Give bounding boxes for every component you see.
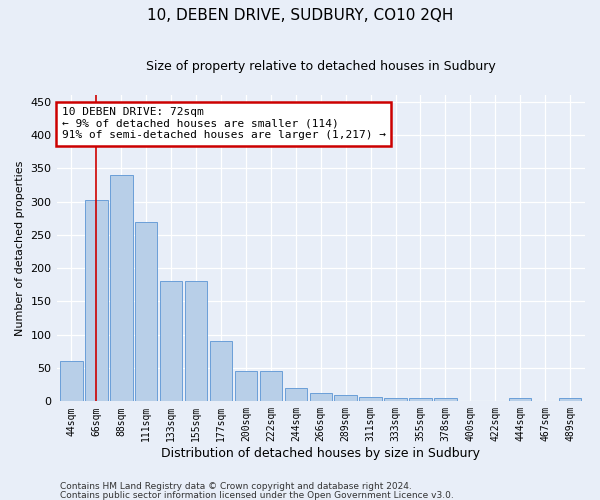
Text: 10, DEBEN DRIVE, SUDBURY, CO10 2QH: 10, DEBEN DRIVE, SUDBURY, CO10 2QH	[147, 8, 453, 22]
Bar	[185, 282, 208, 402]
Bar	[409, 398, 431, 402]
Bar	[509, 398, 532, 402]
Bar	[260, 372, 282, 402]
Bar	[160, 282, 182, 402]
Bar	[359, 398, 382, 402]
Bar	[110, 175, 133, 402]
Y-axis label: Number of detached properties: Number of detached properties	[15, 160, 25, 336]
Bar	[60, 362, 83, 402]
Bar	[385, 398, 407, 402]
Bar	[210, 342, 232, 402]
Text: Contains HM Land Registry data © Crown copyright and database right 2024.: Contains HM Land Registry data © Crown c…	[60, 482, 412, 491]
Bar	[135, 222, 157, 402]
Bar	[284, 388, 307, 402]
Bar	[434, 398, 457, 402]
Bar	[559, 398, 581, 402]
Text: Contains public sector information licensed under the Open Government Licence v3: Contains public sector information licen…	[60, 490, 454, 500]
Text: 10 DEBEN DRIVE: 72sqm
← 9% of detached houses are smaller (114)
91% of semi-deta: 10 DEBEN DRIVE: 72sqm ← 9% of detached h…	[62, 108, 386, 140]
Bar	[85, 200, 107, 402]
Bar	[235, 372, 257, 402]
X-axis label: Distribution of detached houses by size in Sudbury: Distribution of detached houses by size …	[161, 447, 480, 460]
Bar	[334, 394, 357, 402]
Title: Size of property relative to detached houses in Sudbury: Size of property relative to detached ho…	[146, 60, 496, 73]
Bar	[310, 392, 332, 402]
